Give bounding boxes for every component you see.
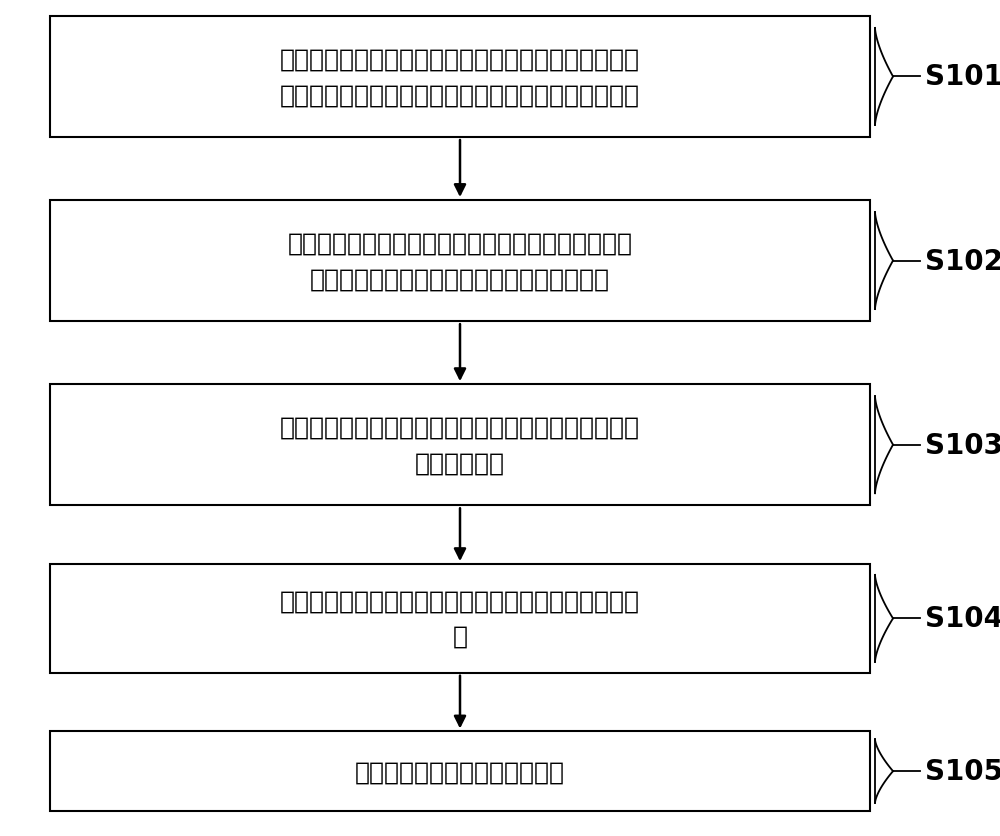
Text: S104: S104 [925, 604, 1000, 633]
Text: S105: S105 [925, 757, 1000, 785]
Bar [50, 201, 870, 322]
Text: S101: S101 [925, 64, 1000, 91]
Text: 将屏幕划分为中间区域和边界区域，检测中间区域内各
像素点的平均亮度值和边界区域内像素点的最小亮度值: 将屏幕划分为中间区域和边界区域，检测中间区域内各 像素点的平均亮度值和边界区域内… [280, 48, 640, 107]
Bar [50, 17, 870, 138]
Text: 对补偿后屏幕进行边界淡化处理: 对补偿后屏幕进行边界淡化处理 [355, 759, 565, 783]
Bar [50, 732, 870, 811]
Text: 根据边界区域的补偿参数对屏幕的边界区域进行亮度补
偿: 根据边界区域的补偿参数对屏幕的边界区域进行亮度补 偿 [280, 589, 640, 648]
Text: S103: S103 [925, 431, 1000, 459]
Bar [50, 564, 870, 673]
Bar [50, 385, 870, 506]
Text: S102: S102 [925, 247, 1000, 275]
Text: 根据平均亮度值和最小亮度值计算中间区域的补偿参
数，根据最小亮度值计算边界区域的补偿参数: 根据平均亮度值和最小亮度值计算中间区域的补偿参 数，根据最小亮度值计算边界区域的… [287, 232, 633, 291]
Text: 根据中间区域的补偿参数对屏幕的中间区域内各像素点
进行亮度补偿: 根据中间区域的补偿参数对屏幕的中间区域内各像素点 进行亮度补偿 [280, 415, 640, 475]
